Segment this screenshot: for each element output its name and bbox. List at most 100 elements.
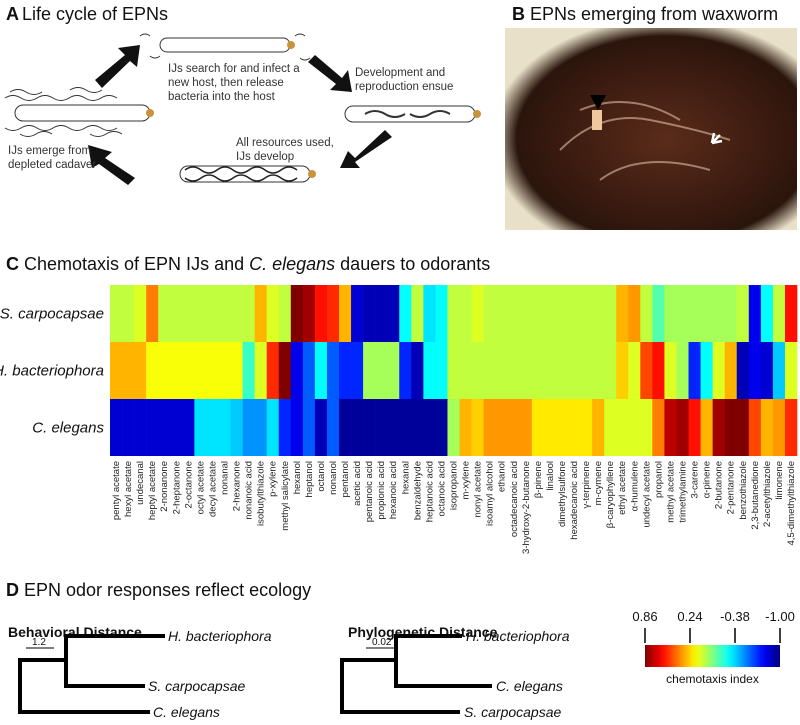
heat-cell — [519, 342, 533, 399]
heat-cell — [592, 399, 605, 456]
column-label: hexanal — [400, 461, 411, 494]
heat-cell — [495, 285, 509, 342]
column-label: pentyl acetate — [111, 461, 122, 520]
heat-cell — [314, 399, 328, 456]
heat-cell — [230, 399, 243, 456]
column-label: 2-butanone — [714, 461, 725, 509]
row-label: S. carpocapsae — [0, 306, 104, 323]
column-label: methyl salicylate — [280, 461, 291, 531]
heat-cell — [459, 399, 472, 456]
column-label: benzothiazole — [738, 461, 749, 520]
heat-cell — [568, 285, 581, 342]
heat-cell — [616, 399, 629, 456]
heat-cell — [628, 342, 641, 399]
column-label: undecyl acetate — [641, 461, 652, 528]
heat-cell — [640, 399, 653, 456]
heat-cell — [278, 285, 292, 342]
heat-cell — [543, 285, 557, 342]
panel-letter: C — [6, 254, 19, 274]
heat-cell — [459, 342, 472, 399]
heat-cell — [483, 399, 496, 456]
heat-cell — [652, 285, 665, 342]
column-label: β-caryophyllene — [605, 461, 616, 528]
heat-cell — [555, 342, 569, 399]
heat-cell — [326, 342, 340, 399]
heat-cell — [531, 399, 545, 456]
heat-cell — [724, 342, 738, 399]
column-label: 2-heptanone — [171, 461, 182, 514]
column-label: 2-acetylthiazole — [762, 461, 773, 527]
heat-cell — [688, 399, 701, 456]
title-part: C. elegans — [249, 254, 335, 274]
heat-cell — [495, 342, 509, 399]
heat-cell — [158, 342, 171, 399]
caption: IJs emerge from — [8, 145, 91, 157]
panel-title: EPNs emerging from waxworm — [530, 4, 778, 24]
heat-cell — [375, 342, 388, 399]
heat-cell — [182, 285, 195, 342]
column-label: hexanol — [292, 461, 303, 494]
heat-cell — [652, 342, 665, 399]
scale-label: 1.2 — [32, 637, 46, 648]
heat-cell — [218, 285, 231, 342]
column-label: hexanoic acid — [388, 461, 399, 519]
heat-cell — [447, 342, 460, 399]
heat-cell — [531, 342, 545, 399]
column-label: p-xylene — [268, 461, 279, 497]
photo — [505, 28, 797, 230]
life-cycle-illustration — [4, 33, 481, 185]
column-label: benzaldehyde — [412, 461, 423, 520]
heat-cell — [568, 399, 581, 456]
heat-cell — [543, 399, 557, 456]
heat-cell — [760, 399, 774, 456]
heat-cell — [471, 285, 484, 342]
heat-cell — [182, 342, 195, 399]
heat-cell — [760, 285, 774, 342]
heat-cell — [302, 342, 316, 399]
heat-cell — [580, 285, 593, 342]
heat-cell — [242, 399, 255, 456]
colorbar — [645, 645, 780, 667]
panel-title: EPN odor responses reflect ecology — [24, 580, 311, 600]
heat-cell — [387, 399, 400, 456]
column-label: trimethylamine — [678, 461, 689, 523]
heat-cell — [700, 342, 713, 399]
heat-cell — [134, 342, 147, 399]
tree-branches — [18, 634, 165, 714]
heat-cell — [519, 399, 533, 456]
heat-cell — [664, 285, 677, 342]
heat-cell — [399, 342, 412, 399]
tree-branches — [340, 634, 492, 714]
heat-cell — [302, 399, 316, 456]
heat-cell — [290, 399, 304, 456]
column-label: 3-hydroxy-2-butanone — [521, 461, 532, 554]
column-label: 2-nonanone — [159, 461, 170, 512]
heat-cell — [122, 399, 135, 456]
heat-cell — [194, 285, 207, 342]
heat-cell — [266, 399, 280, 456]
heat-cell — [748, 399, 762, 456]
heat-cell — [254, 342, 267, 399]
heat-cell — [170, 285, 183, 342]
heat-cell — [724, 285, 738, 342]
heat-cell — [447, 285, 460, 342]
caption: new host, then release — [168, 77, 284, 89]
heat-cell — [772, 399, 786, 456]
heat-cell — [363, 285, 376, 342]
heat-cell — [676, 399, 689, 456]
heat-cell — [242, 285, 255, 342]
column-label: pentanoic acid — [364, 461, 375, 522]
column-label: pentanol — [340, 461, 351, 497]
heat-cell — [230, 285, 243, 342]
heat-cell — [146, 285, 159, 342]
heat-cell — [628, 285, 641, 342]
heat-cell — [254, 399, 267, 456]
leaf-label: S. carpocapsae — [464, 704, 561, 720]
panel-letter: D — [6, 580, 19, 600]
column-label: linalool — [545, 461, 556, 491]
heat-cell — [652, 399, 665, 456]
heat-cell — [387, 285, 400, 342]
title-part: dauers to odorants — [335, 254, 490, 274]
heat-cell — [604, 285, 617, 342]
column-label: hexadecanoic acid — [569, 461, 580, 540]
